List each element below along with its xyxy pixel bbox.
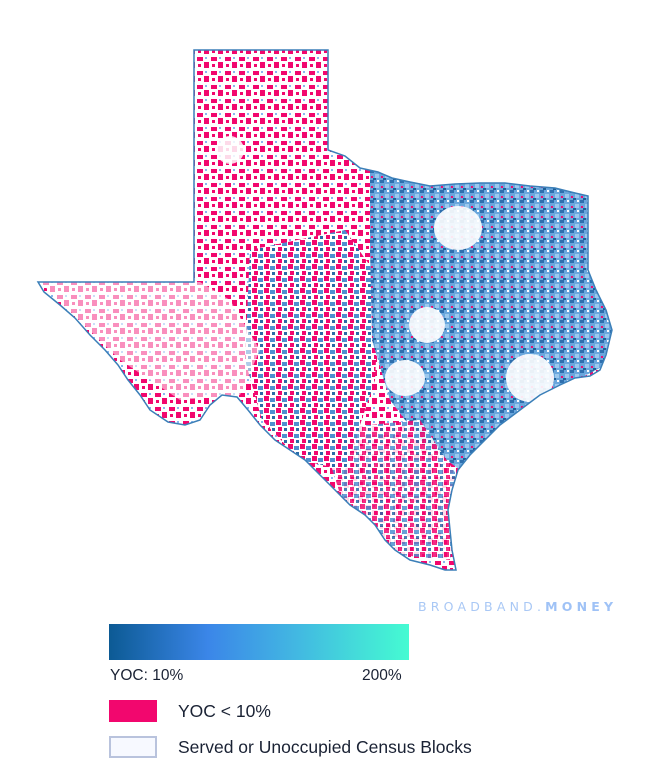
legend-item-served: Served or Unoccupied Census Blocks: [109, 736, 472, 758]
low-yoc-swatch: [109, 700, 157, 722]
yoc-gradient-scale: [109, 624, 409, 660]
broadband-money-watermark: BROADBAND.MONEY: [418, 599, 617, 614]
served-swatch: [109, 736, 157, 758]
legend-item-low-yoc: YOC < 10%: [109, 700, 271, 722]
watermark-part2: MONEY: [545, 599, 618, 614]
watermark-part1: BROADBAND.: [418, 599, 546, 614]
legend-label: Served or Unoccupied Census Blocks: [178, 736, 472, 757]
gradient-min-label: YOC: 10%: [110, 667, 184, 684]
texas-map: [37, 49, 613, 571]
legend-label: YOC < 10%: [178, 700, 271, 721]
gradient-max-label: 200%: [362, 667, 402, 684]
